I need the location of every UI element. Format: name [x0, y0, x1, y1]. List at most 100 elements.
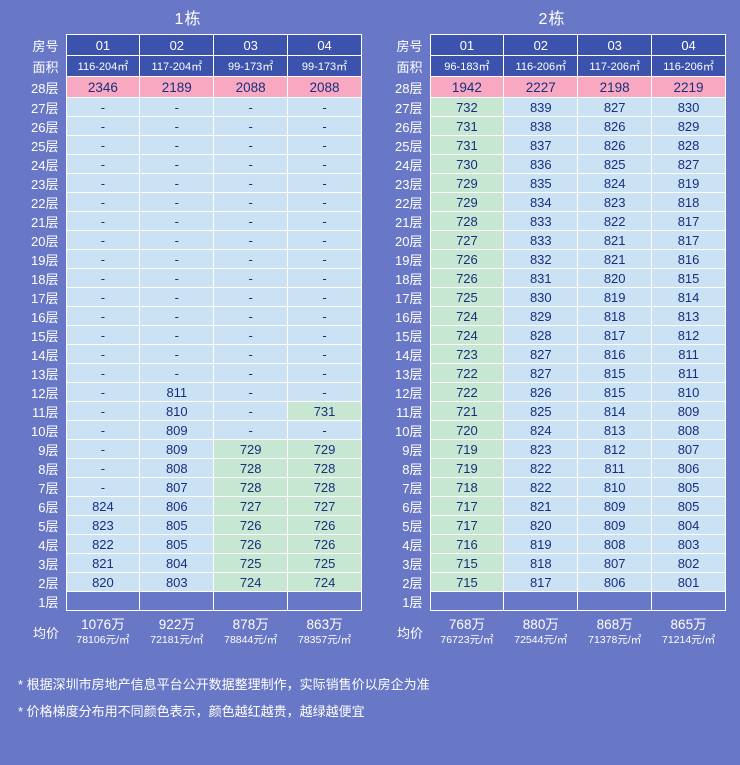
price-cell: 839 — [503, 97, 579, 117]
room-number-cell: 01 — [65, 34, 141, 56]
price-cell: 828 — [651, 135, 726, 155]
floor-row: 14层 723 827 816 811 — [378, 344, 726, 364]
price-cell: 810 — [651, 382, 726, 402]
price-cell: 805 — [139, 515, 215, 535]
avg-label: 均价 — [396, 626, 423, 641]
price-cell: - — [213, 249, 289, 269]
price-cell: 726 — [287, 534, 362, 554]
price-cell: - — [139, 230, 215, 250]
price-cell: 2198 — [577, 76, 653, 98]
price-cell: - — [139, 287, 215, 307]
price-cell: 724 — [429, 306, 505, 326]
area-cell: 116-204㎡ — [65, 55, 141, 77]
price-cell: 820 — [65, 572, 141, 592]
floor-row: 11层 -810-731 — [14, 401, 362, 421]
price-cell: - — [287, 230, 362, 250]
price-cell: 806 — [577, 572, 653, 592]
floor-row: 15层 724 828 817 812 — [378, 325, 726, 345]
price-cell: - — [287, 154, 362, 174]
floor-row: 8层 719 822 811 806 — [378, 458, 726, 478]
avg-label: 均价 — [32, 626, 59, 641]
price-cell: 728 — [429, 211, 505, 231]
price-cell: 807 — [651, 439, 726, 459]
price-cell: - — [287, 268, 362, 288]
floor-row: 10层 720 824 813 808 — [378, 420, 726, 440]
price-cell: 731 — [429, 135, 505, 155]
avg-price-cell: 863万 78357元/㎡ — [288, 611, 362, 655]
price-cell: - — [213, 420, 289, 440]
price-cell: 818 — [651, 192, 726, 212]
price-cell: 822 — [503, 477, 579, 497]
floor-label: 11层 — [396, 404, 423, 420]
price-cell: 827 — [503, 363, 579, 383]
floor-row: 10层 -809- - — [14, 420, 362, 440]
avg-total-price: 768万 — [448, 617, 485, 632]
floor-row: 16层 - - - - — [14, 306, 362, 326]
floor-label: 28层 — [31, 80, 59, 96]
floor-label: 9层 — [38, 442, 59, 458]
price-cell: 716 — [429, 534, 505, 554]
price-cell: - — [287, 192, 362, 212]
floor-label: 23层 — [395, 176, 423, 192]
price-cell — [213, 591, 289, 611]
area-cell: 116-206㎡ — [651, 55, 726, 77]
room-number-cell: 02 — [139, 34, 215, 56]
floor-label: 20层 — [395, 233, 423, 249]
floor-label: 24层 — [31, 157, 59, 173]
price-cell: 816 — [577, 344, 653, 364]
floor-row: 2层 820 803 724 724 — [14, 572, 362, 592]
floor-row: 23层 - - - - — [14, 173, 362, 193]
price-cell: 718 — [429, 477, 505, 497]
floor-row: 5层 823 805 726 726 — [14, 515, 362, 535]
floor-label: 19层 — [395, 252, 423, 268]
floor-label: 27层 — [395, 100, 423, 116]
price-cell: 719 — [429, 439, 505, 459]
price-cell: - — [287, 135, 362, 155]
price-cell: - — [213, 306, 289, 326]
price-cell — [651, 591, 726, 611]
area-row: 面积 116-204㎡ 117-204㎡ 99-173㎡ 99-173㎡ — [14, 55, 362, 77]
price-cell: 715 — [429, 553, 505, 573]
price-cell: - — [213, 97, 289, 117]
building-2-price-table: 房号 01 02 03 04 面积 96-183㎡ 116-206㎡ 117-206㎡ 116-2… — [378, 34, 726, 655]
price-cell: - — [213, 211, 289, 231]
price-cell: 811 — [139, 382, 215, 402]
price-cell: - — [139, 211, 215, 231]
floor-row: 18层 - - - - — [14, 268, 362, 288]
price-cell: 722 — [429, 363, 505, 383]
floor-label: 5层 — [38, 518, 59, 534]
price-cell: 833 — [503, 211, 579, 231]
price-cell: - — [287, 173, 362, 193]
price-cell: - — [65, 401, 141, 421]
price-cell: - — [65, 477, 141, 497]
price-cell: 817 — [503, 572, 579, 592]
floor-label: 9层 — [402, 442, 423, 458]
price-cell: - — [287, 420, 362, 440]
floor-label: 4层 — [402, 537, 423, 553]
price-cell: - — [287, 116, 362, 136]
floor-row: 25层 - - - - — [14, 135, 362, 155]
avg-total-price: 922万 — [158, 617, 195, 632]
price-cell: 717 — [429, 515, 505, 535]
price-cell: - — [213, 268, 289, 288]
price-cell: 822 — [577, 211, 653, 231]
price-cell: 815 — [651, 268, 726, 288]
price-cell: - — [213, 401, 289, 421]
price-cell: - — [139, 154, 215, 174]
floor-label: 17层 — [31, 290, 59, 306]
floor-row: 6层 717 821 809 805 — [378, 496, 726, 516]
price-cell: 725 — [213, 553, 289, 573]
price-cell: 822 — [65, 534, 141, 554]
price-cell: 805 — [651, 477, 726, 497]
floor-label: 19层 — [31, 252, 59, 268]
area-cell: 117-206㎡ — [577, 55, 653, 77]
price-cell: 715 — [429, 572, 505, 592]
floor-label: 13层 — [395, 366, 423, 382]
avg-total-price: 865万 — [670, 617, 707, 632]
floor-label: 12层 — [395, 385, 423, 401]
building-1-price-table: 房号 01 02 03 04 面积 116-204㎡ 117-204㎡ 99-173㎡ 99-17… — [14, 34, 362, 655]
building-2-tbody: 房号 01 02 03 04 面积 96-183㎡ 116-206㎡ 117-206㎡ 116-2… — [378, 34, 726, 655]
floor-label: 17层 — [395, 290, 423, 306]
room-header-label: 房号 — [396, 38, 423, 54]
price-cell: 821 — [65, 553, 141, 573]
